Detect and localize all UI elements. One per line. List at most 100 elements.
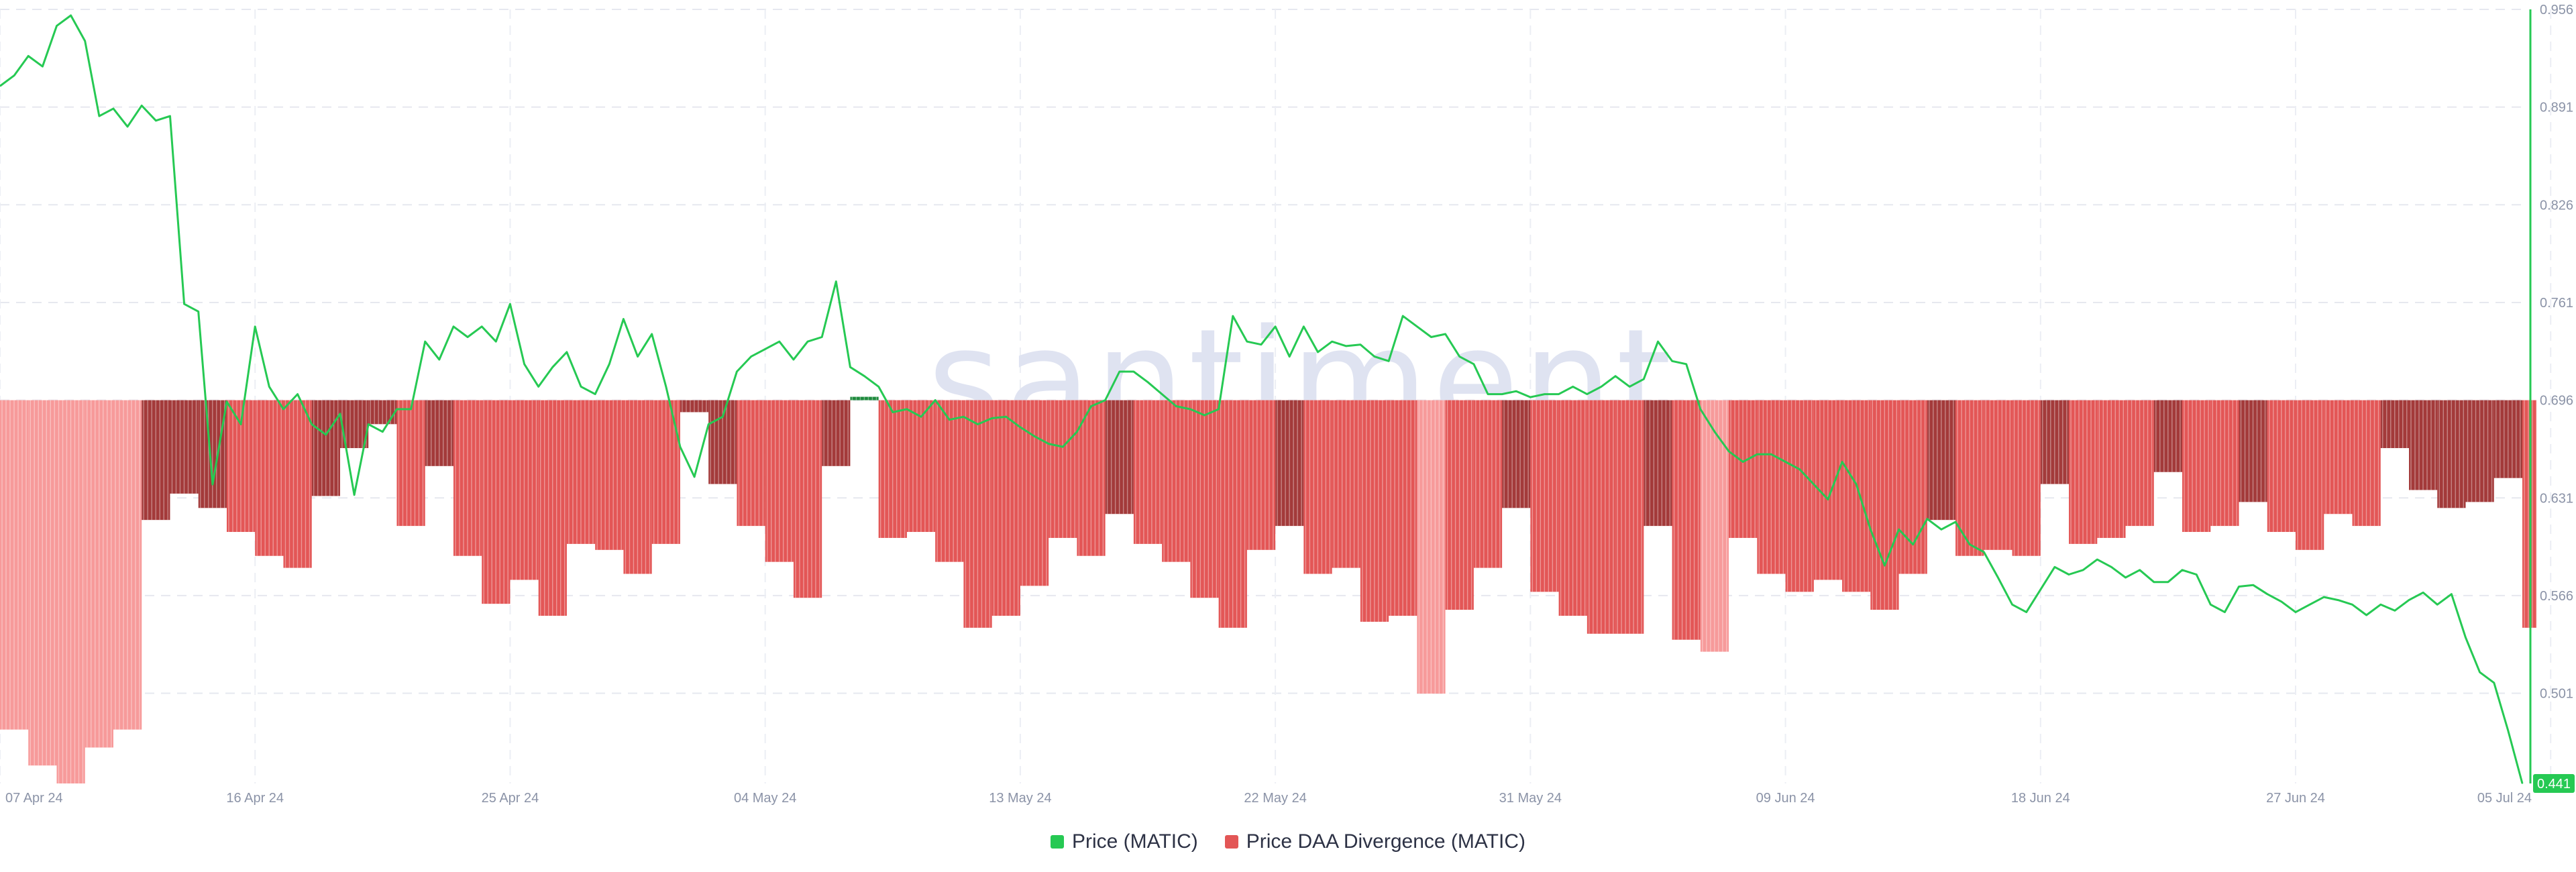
price-point — [155, 120, 157, 121]
price-point — [2110, 566, 2112, 568]
divergence-bar — [2239, 400, 2267, 502]
price-point — [623, 318, 625, 320]
divergence-bar — [1133, 400, 1163, 544]
price-point — [410, 408, 412, 410]
price-point — [2196, 574, 2197, 576]
price-point — [1898, 529, 1900, 531]
divergence-bar — [1246, 400, 1276, 550]
price-point — [1232, 315, 1234, 317]
price-point — [2436, 604, 2438, 606]
price-point — [2337, 599, 2339, 601]
divergence-bar — [142, 400, 170, 521]
price-point — [934, 399, 936, 401]
divergence-bar — [2153, 400, 2183, 472]
price-point — [495, 341, 497, 343]
divergence-bar — [1644, 400, 1672, 527]
price-tick-label: 0.631 — [2540, 491, 2573, 506]
price-point — [28, 55, 30, 57]
divergence-bar — [170, 400, 199, 494]
price-point — [113, 108, 114, 109]
price-point — [368, 423, 370, 425]
price-point — [2025, 611, 2027, 613]
price-point — [1345, 345, 1347, 347]
divergence-bar — [2012, 400, 2041, 556]
price-point — [311, 423, 313, 425]
legend-item-price[interactable]: Price (MATIC) — [1051, 830, 1198, 853]
divergence-bar — [1190, 400, 1219, 598]
price-point — [1544, 393, 1546, 395]
price-point — [1473, 364, 1474, 365]
price-point — [2281, 601, 2282, 602]
divergence-bar — [396, 400, 425, 527]
price-point — [594, 393, 596, 395]
price-point — [240, 423, 241, 425]
price-point — [1203, 415, 1205, 416]
price-point — [1331, 341, 1333, 343]
divergence-bar — [1813, 400, 1843, 580]
price-point — [1728, 450, 1729, 452]
divergence-bar — [1360, 400, 1389, 622]
divergence-bar — [1785, 400, 1814, 592]
divergence-bar — [2069, 400, 2098, 544]
price-tick-label: 0.696 — [2540, 394, 2573, 408]
divergence-bar — [1332, 400, 1360, 568]
price-point — [2082, 569, 2084, 571]
divergence-bar — [737, 400, 765, 527]
price-point — [2054, 566, 2055, 568]
price-point — [424, 341, 426, 343]
divergence-bar — [1303, 400, 1332, 574]
price-point — [439, 359, 440, 360]
price-point — [325, 434, 327, 435]
divergence-bar — [425, 400, 453, 466]
divergence-bar — [1445, 400, 1474, 610]
price-point — [2309, 604, 2310, 606]
price-point — [1770, 453, 1772, 455]
price-point — [2493, 682, 2495, 684]
price-point — [1104, 399, 1106, 401]
price-point — [977, 423, 979, 425]
date-tick-label: 04 May 24 — [734, 791, 796, 806]
price-point — [1118, 371, 1120, 372]
price-point — [920, 416, 922, 418]
price-point — [651, 333, 653, 335]
price-point — [2238, 586, 2240, 588]
price-point — [127, 125, 128, 127]
price-point — [1374, 356, 1375, 358]
divergence-bar — [1898, 400, 1927, 574]
price-point — [1275, 326, 1276, 327]
price-point — [537, 386, 539, 388]
divergence-bar — [1417, 400, 1446, 694]
price-point — [297, 393, 299, 395]
divergence-bar — [991, 400, 1020, 616]
divergence-bar — [1955, 400, 1984, 556]
price-point — [268, 386, 270, 388]
divergence-bar — [1049, 400, 1077, 538]
price-point — [1147, 381, 1148, 383]
price-point — [169, 115, 171, 117]
divergence-bar — [113, 400, 142, 730]
divergence-bar — [906, 400, 936, 533]
price-point — [1317, 351, 1319, 353]
divergence-bar — [1870, 400, 1899, 610]
divergence-bar — [1927, 400, 1956, 521]
date-tick-label: 09 Jun 24 — [1756, 791, 1815, 806]
divergence-bar — [368, 400, 397, 425]
price-point — [1161, 393, 1163, 395]
price-point — [2266, 593, 2268, 595]
price-point — [70, 15, 72, 16]
price-point — [382, 431, 384, 433]
legend-item-divergence[interactable]: Price DAA Divergence (MATIC) — [1224, 830, 1525, 853]
price-point — [736, 371, 738, 372]
price-point — [141, 105, 143, 107]
price-point — [1487, 393, 1489, 395]
price-point — [2365, 614, 2367, 616]
price-point — [481, 326, 483, 327]
price-point — [552, 366, 553, 368]
price-point — [1941, 529, 1942, 531]
price-point — [991, 417, 993, 419]
price-point — [1572, 386, 1574, 388]
price-point — [339, 413, 341, 415]
price-point — [84, 40, 86, 42]
divergence-bar — [1077, 400, 1106, 556]
legend-label-divergence: Price DAA Divergence (MATIC) — [1246, 830, 1525, 853]
